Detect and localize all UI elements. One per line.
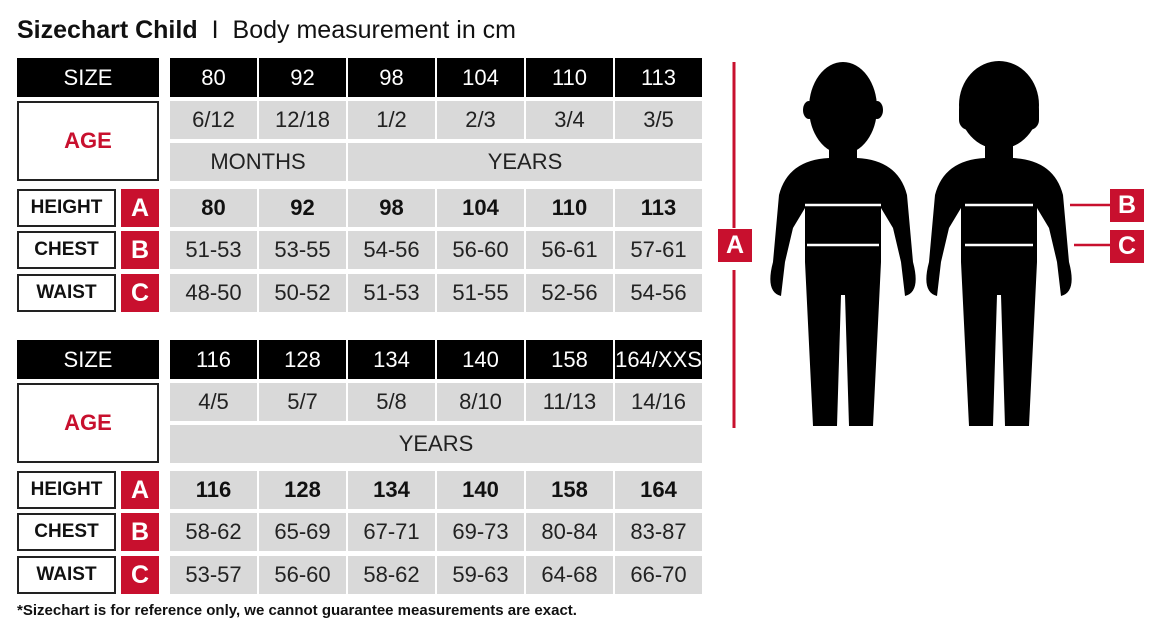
size-label: SIZE [17, 340, 159, 379]
chest-cell: 65-69 [259, 513, 346, 551]
height-cell: 128 [259, 471, 346, 509]
chest-cell: 69-73 [437, 513, 524, 551]
age-cell: 6/12 [170, 101, 257, 139]
title-subtitle: Body measurement in cm [232, 16, 516, 44]
height-label: HEIGHT [17, 189, 116, 227]
chest-marker-b: B [1110, 189, 1144, 222]
waist-cell: 54-56 [615, 274, 702, 312]
height-cell: 113 [615, 189, 702, 227]
chest-cell: 57-61 [615, 231, 702, 269]
chest-cell: 51-53 [170, 231, 257, 269]
height-cell: 104 [437, 189, 524, 227]
waist-label: WAIST [17, 274, 116, 312]
age-unit-cell: MONTHS [170, 143, 346, 181]
height-letter-badge: A [121, 189, 159, 227]
height-cell: 140 [437, 471, 524, 509]
waist-cell: 53-57 [170, 556, 257, 594]
age-cell: 14/16 [615, 383, 702, 421]
age-cell: 12/18 [259, 101, 346, 139]
age-unit-cell: YEARS [170, 425, 702, 463]
size-header-cell: 140 [437, 340, 524, 379]
chest-letter-badge: B [121, 231, 159, 269]
waist-cell: 48-50 [170, 274, 257, 312]
age-cell: 4/5 [170, 383, 257, 421]
height-cell: 134 [348, 471, 435, 509]
waist-cell: 51-53 [348, 274, 435, 312]
chest-cell: 80-84 [526, 513, 613, 551]
title-main: Sizechart Child [17, 16, 198, 44]
size-header-cell: 104 [437, 58, 524, 97]
chest-cell: 53-55 [259, 231, 346, 269]
waist-cell: 56-60 [259, 556, 346, 594]
waist-cell: 58-62 [348, 556, 435, 594]
chest-cell: 58-62 [170, 513, 257, 551]
waist-letter-badge: C [121, 274, 159, 312]
chest-cell: 54-56 [348, 231, 435, 269]
size-header-cell: 110 [526, 58, 613, 97]
size-header-cell: 158 [526, 340, 613, 379]
height-marker-a: A [718, 229, 752, 262]
chest-cell: 67-71 [348, 513, 435, 551]
chest-label: CHEST [17, 513, 116, 551]
waist-letter-badge: C [121, 556, 159, 594]
age-cell: 5/8 [348, 383, 435, 421]
age-cell: 8/10 [437, 383, 524, 421]
height-cell: 80 [170, 189, 257, 227]
chest-cell: 56-61 [526, 231, 613, 269]
height-cell: 110 [526, 189, 613, 227]
age-cell: 3/4 [526, 101, 613, 139]
waist-cell: 64-68 [526, 556, 613, 594]
age-unit-cell: YEARS [348, 143, 702, 181]
age-cell: 1/2 [348, 101, 435, 139]
chest-cell: 83-87 [615, 513, 702, 551]
height-cell: 92 [259, 189, 346, 227]
height-label: HEIGHT [17, 471, 116, 509]
size-header-cell: 134 [348, 340, 435, 379]
size-header-cell: 98 [348, 58, 435, 97]
waist-cell: 50-52 [259, 274, 346, 312]
page-title: Sizechart Child I Body measurement in cm [17, 16, 516, 45]
age-label: AGE [17, 101, 159, 181]
title-separator: I [211, 16, 219, 44]
chest-cell: 56-60 [437, 231, 524, 269]
waist-cell: 59-63 [437, 556, 524, 594]
waist-cell: 51-55 [437, 274, 524, 312]
footnote: *Sizechart is for reference only, we can… [17, 602, 577, 619]
size-header-cell: 128 [259, 340, 346, 379]
waist-marker-c: C [1110, 230, 1144, 263]
girl-silhouette [926, 61, 1072, 426]
height-cell: 164 [615, 471, 702, 509]
age-label: AGE [17, 383, 159, 463]
age-cell: 3/5 [615, 101, 702, 139]
size-header-cell: 113 [615, 58, 702, 97]
age-cell: 5/7 [259, 383, 346, 421]
height-cell: 158 [526, 471, 613, 509]
size-header-cell: 80 [170, 58, 257, 97]
waist-cell: 52-56 [526, 274, 613, 312]
age-cell: 11/13 [526, 383, 613, 421]
height-cell: 98 [348, 189, 435, 227]
size-label: SIZE [17, 58, 159, 97]
height-letter-badge: A [121, 471, 159, 509]
age-cell: 2/3 [437, 101, 524, 139]
chest-label: CHEST [17, 231, 116, 269]
chest-letter-badge: B [121, 513, 159, 551]
size-header-cell: 92 [259, 58, 346, 97]
waist-label: WAIST [17, 556, 116, 594]
waist-cell: 66-70 [615, 556, 702, 594]
size-header-cell: 116 [170, 340, 257, 379]
size-header-cell: 164/XXS [615, 340, 702, 379]
boy-silhouette [770, 62, 916, 426]
height-cell: 116 [170, 471, 257, 509]
